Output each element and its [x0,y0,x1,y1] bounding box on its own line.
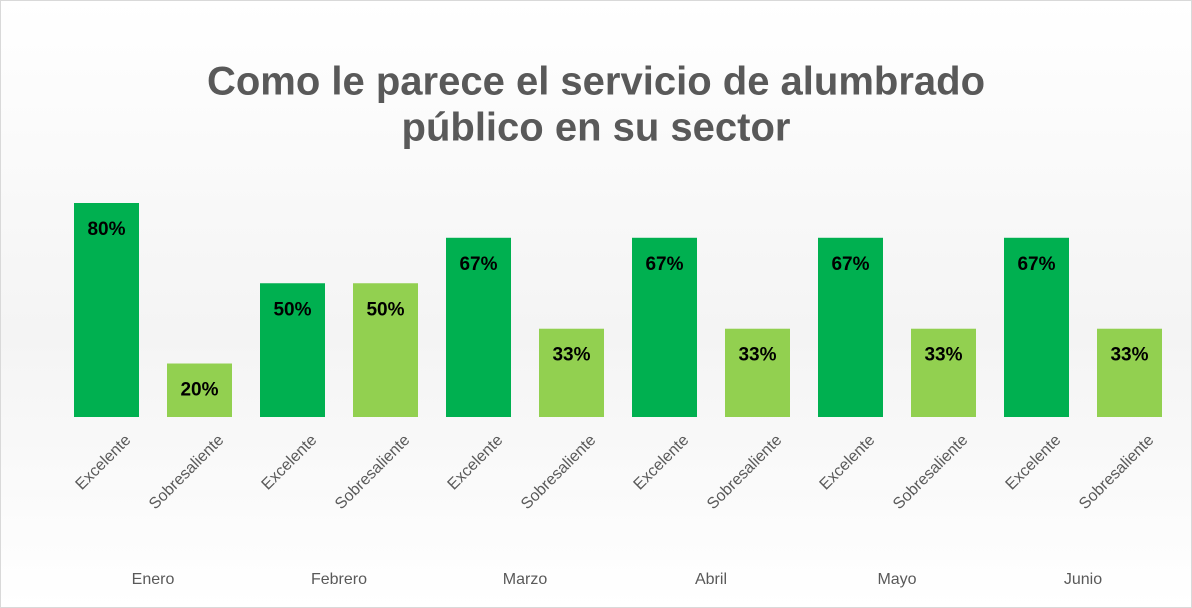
data-label: 67% [645,254,683,275]
bar [353,283,418,417]
x-group-label: Junio [1064,571,1102,588]
x-group-label: Mayo [877,571,916,588]
data-label: 33% [552,345,590,366]
bar [260,283,325,417]
bar [911,328,976,417]
x-group-label: Febrero [311,571,367,588]
bar [446,237,511,417]
data-label: 67% [1017,254,1055,275]
bar [74,203,139,417]
data-label: 33% [738,345,776,366]
bar [1097,328,1162,417]
data-label: 80% [87,219,125,240]
bar [1004,237,1069,417]
x-group-label: Marzo [503,571,548,588]
x-group-label: Enero [132,571,175,588]
bar [818,237,883,417]
data-label: 50% [366,299,404,320]
chart-title: público en su sector [402,106,791,150]
data-label: 33% [1110,345,1148,366]
x-group-label: Abril [695,571,727,588]
bar [632,237,697,417]
data-label: 20% [180,380,218,401]
chart-title: Como le parece el servicio de alumbrado [207,60,985,104]
data-label: 33% [924,345,962,366]
bar [725,328,790,417]
data-label: 67% [831,254,869,275]
data-label: 50% [273,299,311,320]
bar [539,328,604,417]
data-label: 67% [459,254,497,275]
bar [167,363,232,417]
